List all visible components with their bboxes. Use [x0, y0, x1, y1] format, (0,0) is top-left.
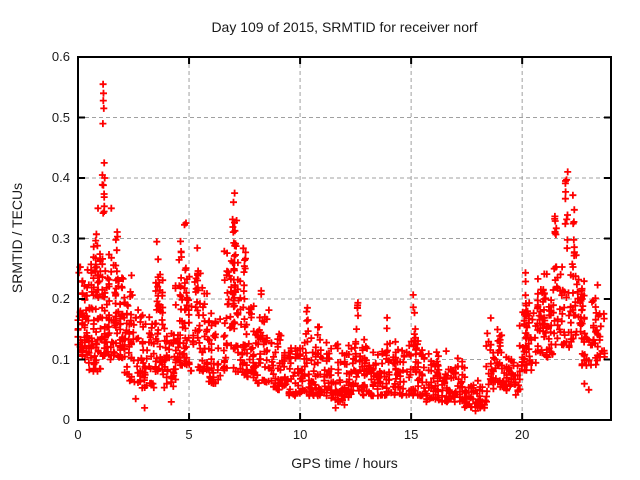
y-tick-label: 0.5: [51, 109, 70, 125]
y-tick-label: 0: [62, 412, 70, 427]
x-tick-label: 10: [292, 427, 308, 442]
y-tick-label: 0.4: [51, 170, 70, 185]
x-tick-label: 5: [185, 427, 193, 442]
x-axis-label: GPS time / hours: [291, 455, 398, 471]
x-tick-label: 20: [514, 427, 530, 442]
y-tick-label: 0.6: [51, 49, 70, 64]
y-tick-label: 0.3: [51, 230, 70, 246]
x-tick-label: 15: [403, 427, 419, 442]
y-tick-label: 0.2: [51, 291, 70, 306]
y-tick-label: 0.1: [51, 351, 70, 367]
x-tick-label: 0: [74, 427, 82, 442]
scatter-series: [74, 80, 609, 415]
chart-title: Day 109 of 2015, SRMTID for receiver nor…: [211, 19, 478, 35]
